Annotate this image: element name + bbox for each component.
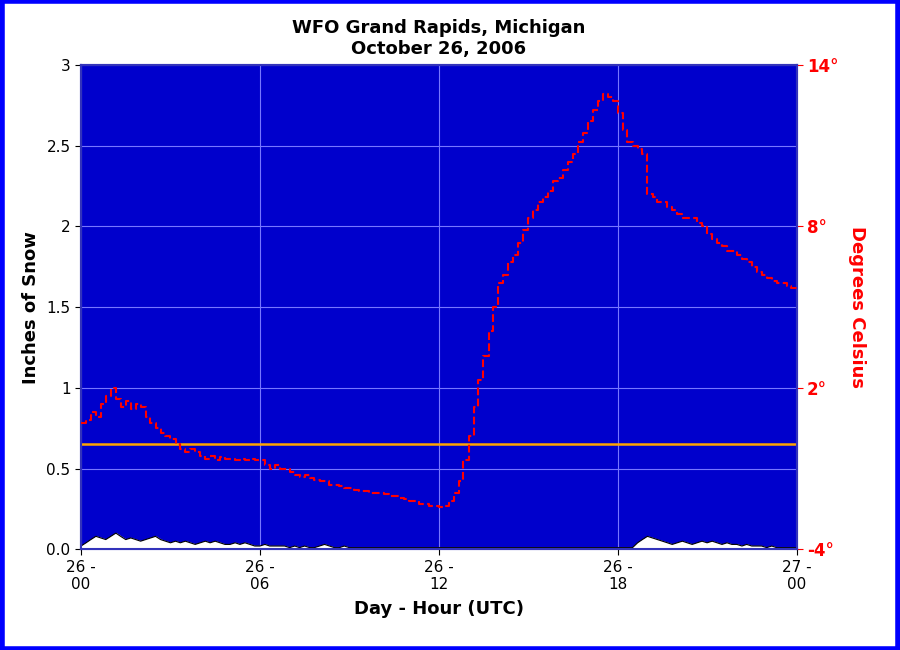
Title: WFO Grand Rapids, Michigan
October 26, 2006: WFO Grand Rapids, Michigan October 26, 2… (292, 19, 585, 58)
Y-axis label: Inches of Snow: Inches of Snow (22, 231, 40, 384)
X-axis label: Day - Hour (UTC): Day - Hour (UTC) (354, 601, 524, 618)
Y-axis label: Degrees Celsius: Degrees Celsius (848, 226, 866, 388)
